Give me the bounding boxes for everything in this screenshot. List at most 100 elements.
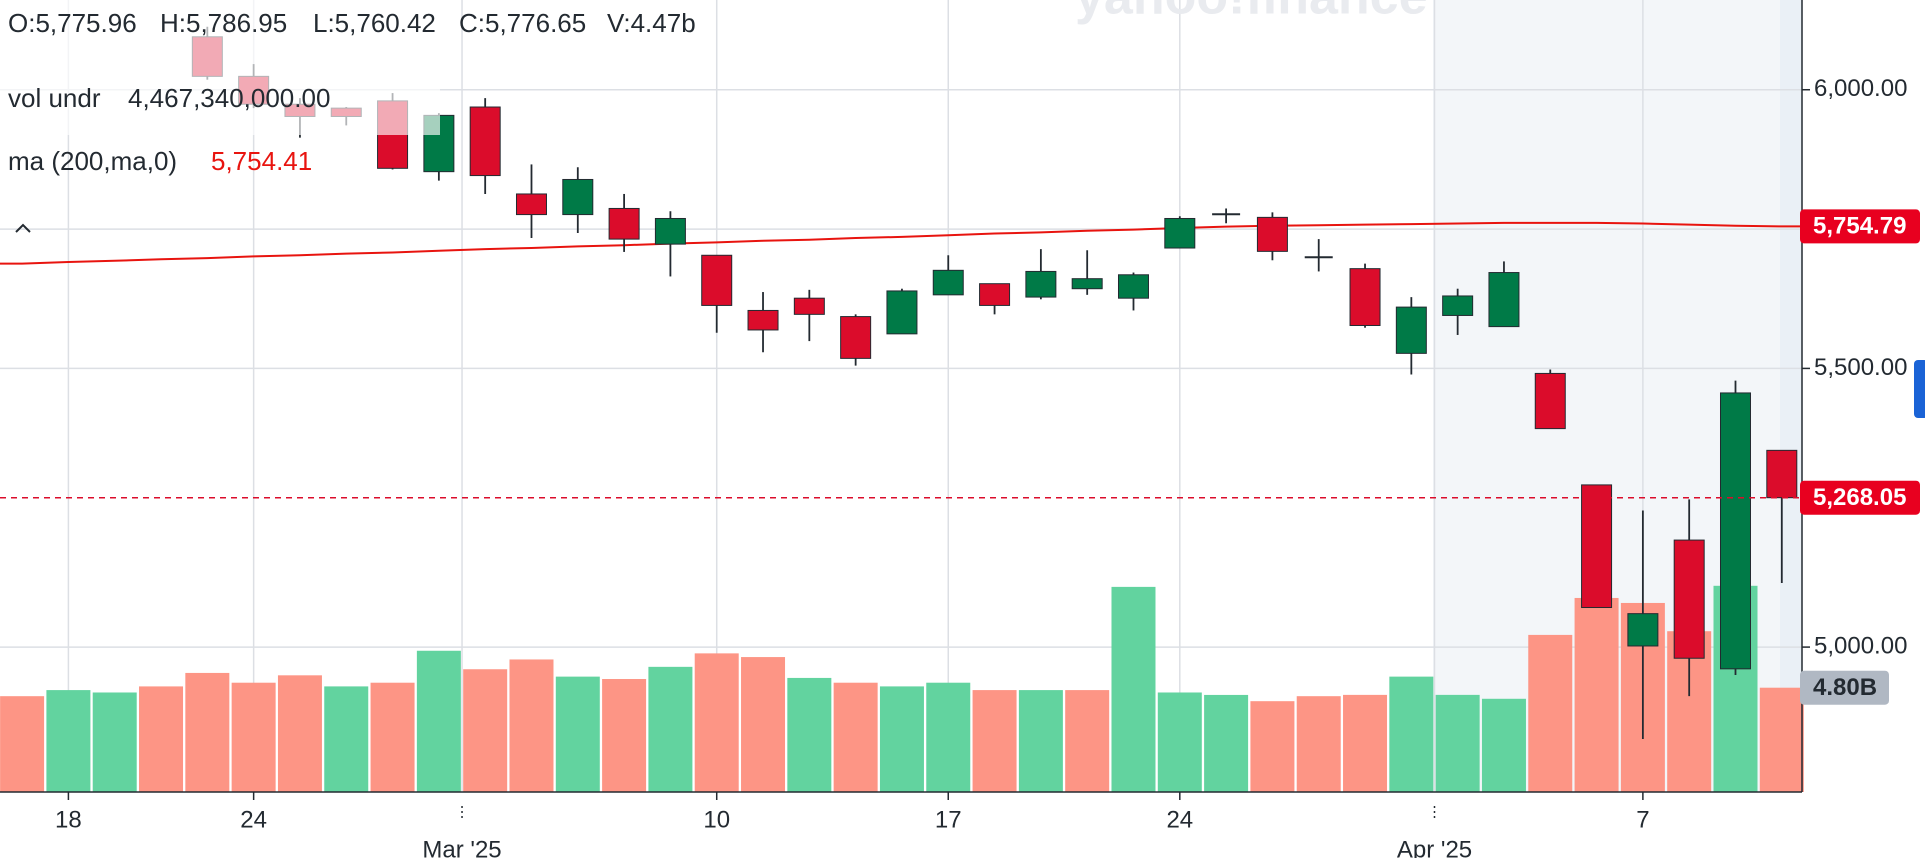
x-tick-label: 24 [240,806,267,833]
volume-bar [648,666,693,792]
candle-body [932,269,964,296]
volume-bar [1111,586,1156,792]
legend-volume: V:4.47b [607,8,696,38]
ma-last-label: 5,754.79 [1813,213,1906,240]
candle-body [1534,372,1566,430]
candle-body [1719,392,1751,670]
candle-body [1025,270,1057,298]
volume-bar [1065,690,1110,792]
volume-bar [787,677,832,792]
candle-body [562,178,594,216]
candle-body [979,283,1011,306]
volume-bar [1343,694,1388,792]
volume-bar [0,696,45,792]
y-tick-label: 5,500.00 [1814,354,1907,381]
candle-body [1349,268,1381,326]
candle-body [701,254,733,306]
ma-last-label-box [1800,209,1920,244]
y-tick-label: 6,000.00 [1814,75,1907,102]
candle-body [1673,539,1705,659]
volume-bar [833,682,878,792]
legend: O:5,775.96 H:5,786.95 L:5,760.42 C:5,776… [8,8,696,233]
legend-vol-value: 4,467,340,000.00 [128,83,330,113]
volume-bar [139,686,184,792]
volume-bar [231,682,276,792]
x-tick-label: 18 [55,806,82,833]
x-tick-label: 7 [1636,806,1649,833]
volume-bar [1018,690,1063,792]
legend-ma-name: ma (200,ma,0) [8,146,177,176]
legend-ma-value: 5,754.41 [211,146,312,176]
axes: 5,000.00 5,500.00 6,000.00 18 24 10 17 24 7 Mar '… [0,75,1920,858]
extended-shade [1780,0,1802,792]
candle-body [515,193,547,216]
volume-bar [555,676,600,792]
volume-bar [1250,701,1295,792]
volume-bar [1759,687,1804,792]
candle-body [1395,306,1427,354]
legend-backdrop [0,0,440,135]
candle-body [886,290,918,335]
volume-bar [277,675,322,792]
watermark: yahoo!finance [1075,0,1428,26]
volume-bar [879,686,924,792]
volume-bar [370,682,415,792]
candle-body [1627,613,1659,647]
volume-bar [185,672,230,792]
last-price-label: 5,268.05 [1813,484,1906,511]
month-label: Apr '25 [1397,836,1472,858]
volume-bar [1574,597,1619,792]
volume-bar [324,686,369,792]
candle-body [654,217,686,245]
volume-bar [1204,694,1249,792]
legend-high: H:5,786.95 [160,8,287,38]
legend-open: O:5,775.96 [8,8,137,38]
candle-body [1488,272,1520,328]
candle-body [1766,449,1798,499]
volume-bar [926,682,971,792]
volume-bar [1528,634,1573,792]
candle-body [1256,216,1288,252]
volume-bar [694,653,739,792]
volume-bar [92,692,137,792]
candle-body [747,309,779,331]
candle-body [1164,217,1196,249]
candle-body [1117,274,1149,299]
collapse-icon[interactable] [15,223,31,233]
volume-bar [46,690,91,792]
volume-bar [1296,696,1341,792]
ma-line [0,221,1802,265]
legend-close: C:5,776.65 [459,8,586,38]
volume-bar [1435,694,1480,792]
volume-last-box [1800,670,1889,705]
x-tick-label: 17 [935,806,962,833]
candle-body [1581,484,1613,609]
candle-body [1442,295,1474,316]
volume-bar [1389,676,1434,792]
volume-bar [416,650,461,792]
volume-bar [509,659,554,792]
month-label: Mar '25 [422,836,501,858]
candle-body [608,207,640,240]
candle-body [1071,278,1103,290]
y-tick-label: 5,000.00 [1814,632,1907,659]
legend-vol-name: vol undr [8,83,101,113]
volume-last-label: 4.80B [1813,674,1877,701]
volume-bar [602,679,647,792]
legend-low: L:5,760.42 [313,8,436,38]
x-tick-label: 24 [1166,806,1193,833]
ma-layer [0,221,1802,265]
side-tab[interactable] [1914,360,1925,418]
candle-body [793,297,825,315]
volume-bar [1481,698,1526,792]
candle-body [469,106,501,177]
volume-bar [1157,692,1202,792]
volume-bar [972,690,1017,792]
x-tick-label: 10 [703,806,730,833]
candle-body [840,316,872,359]
volume-bar [741,657,786,792]
last-price-label-box [1800,480,1920,515]
volume-bar [463,669,508,792]
